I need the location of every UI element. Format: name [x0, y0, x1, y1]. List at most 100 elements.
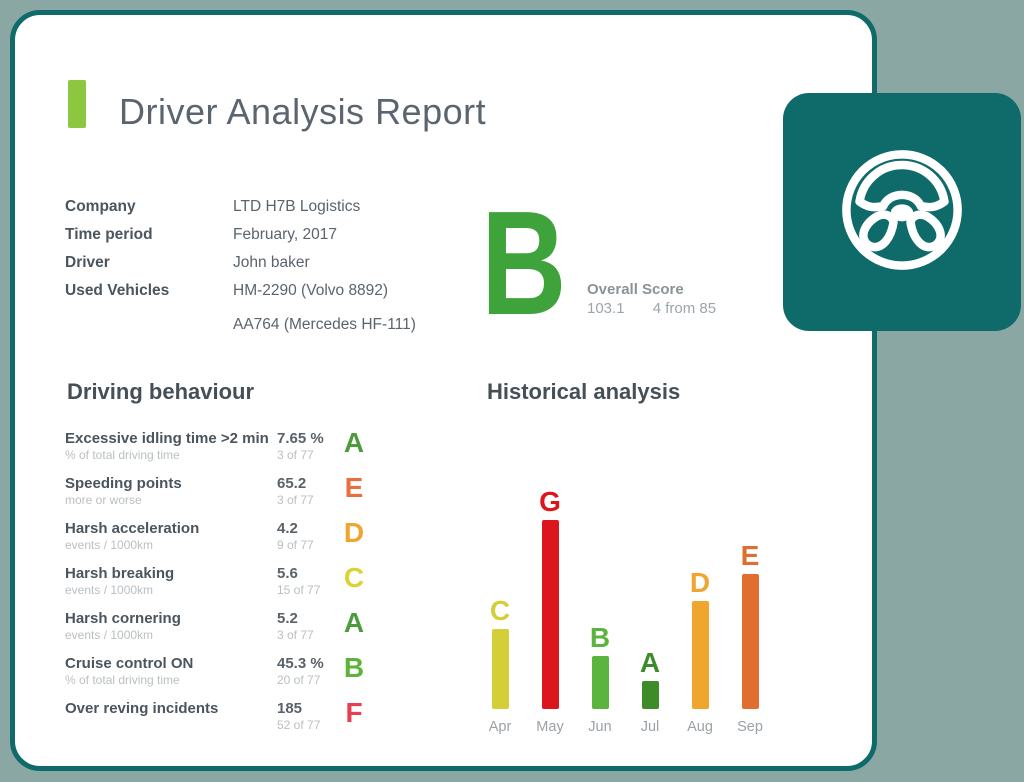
chart-month-label: Jun [588, 719, 612, 735]
info-row: Company LTD H7B Logistics [65, 193, 465, 221]
behaviour-metric-sublabel: more or worse [65, 493, 142, 507]
behaviour-grade-badge: A [343, 427, 365, 458]
chart-bar [491, 629, 509, 709]
overall-score-value: 103.1 [587, 300, 625, 317]
behaviour-value: 185 [277, 700, 303, 717]
behaviour-metric-label: Excessive idling time >2 min [65, 430, 269, 447]
behaviour-row: Cruise control ON% of total driving time… [65, 652, 387, 700]
behaviour-subvalue: 9 of 77 [277, 538, 314, 552]
behaviour-metric: Harsh acceleration events / 1000km [65, 520, 277, 565]
chart-month-label: Aug [687, 719, 713, 735]
behaviour-metric: Over reving incidents [65, 700, 277, 745]
behaviour-grade-badge: C [343, 562, 365, 593]
behaviour-metric-label: Speeding points [65, 475, 182, 492]
report-title: Driver Analysis Report [119, 91, 487, 132]
behaviour-metric-label: Over reving incidents [65, 700, 219, 717]
chart-month-label: Apr [488, 719, 512, 735]
info-row: Used Vehicles HM-2290 (Volvo 8892) [65, 277, 465, 305]
behaviour-grade-badge: B [343, 652, 365, 683]
behaviour-metric-sublabel: % of total driving time [65, 448, 180, 462]
chart-bar-group: B Jun [575, 475, 625, 736]
overall-score-label: Overall Score [587, 281, 684, 298]
chart-bar-group: D Aug [675, 475, 725, 736]
overall-score-rank: 4 from 85 [652, 300, 717, 317]
chart-bar-group: G May [525, 475, 575, 736]
info-label: Company [65, 198, 136, 215]
behaviour-row: Harsh acceleration events / 1000km 4.2 9 of… [65, 517, 387, 565]
behaviour-grade-badge: E [344, 472, 364, 503]
behaviour-row: Harsh cornering events / 1000km 5.2 3 of 77… [65, 607, 387, 655]
behaviour-value-cell: 185 52 of 77 [277, 700, 339, 745]
behaviour-metric: Harsh breaking events / 1000km [65, 565, 277, 610]
behaviour-grade-badge: A [343, 607, 365, 638]
info-label: Used Vehicles [65, 282, 170, 299]
info-label [65, 311, 233, 339]
behaviour-grade-badge: D [343, 517, 365, 548]
behaviour-subvalue: 52 of 77 [277, 718, 321, 732]
behaviour-metric: Excessive idling time >2 min% of total d… [65, 430, 277, 475]
chart-bar [741, 574, 759, 709]
report-info: Company LTD H7B Logistics Time period Febru… [65, 193, 465, 339]
behaviour-metric-sublabel: events / 1000km [65, 628, 154, 642]
chart-bar [541, 520, 559, 709]
overall-grade-letter: B [481, 181, 567, 346]
info-value: February, 2017 [233, 226, 337, 243]
behaviour-row: Excessive idling time >2 min% of total d… [65, 427, 387, 475]
info-label: Driver [65, 254, 110, 271]
behaviour-row: Speeding points more or worse 65.2 3 of 77 E [65, 472, 387, 520]
chart-bar-group: A Jul [625, 475, 675, 736]
chart-bar-grade-label: D [689, 567, 711, 598]
chart-bar [691, 601, 709, 709]
chart-bar [591, 656, 609, 709]
driving-behaviour-heading: Driving behaviour [67, 379, 255, 404]
behaviour-value: 7.65 % [277, 430, 324, 447]
steering-wheel-icon [836, 144, 968, 281]
behaviour-metric-sublabel: events / 1000km [65, 583, 154, 597]
behaviour-subvalue: 3 of 77 [277, 628, 314, 642]
chart-bar-grade-label: C [489, 595, 511, 626]
chart-bar-grade-label: B [589, 622, 611, 653]
info-value: LTD H7B Logistics [233, 198, 361, 215]
overall-score-values: 103.1 4 from 85 [587, 300, 716, 318]
behaviour-metric-label: Cruise control ON [65, 655, 194, 672]
chart-bar-grade-label: A [639, 647, 661, 678]
behaviour-grade-badge: F [345, 697, 363, 728]
behaviour-subvalue: 15 of 77 [277, 583, 321, 597]
steering-wheel-tile [783, 93, 1021, 331]
chart-month-label: Sep [737, 719, 763, 735]
title-accent-bar [68, 80, 86, 128]
info-value: AA764 (Mercedes HF-111) [233, 316, 416, 333]
behaviour-subvalue: 3 of 77 [277, 448, 314, 462]
info-row: AA764 (Mercedes HF-111) [65, 311, 465, 339]
chart-bar [641, 681, 659, 709]
driving-behaviour-list: Excessive idling time >2 min% of total d… [65, 427, 387, 745]
chart-bar-grade-label: G [539, 486, 561, 517]
behaviour-row: Harsh breaking events / 1000km 5.6 15 of 77… [65, 562, 387, 610]
info-label: Time period [65, 226, 153, 243]
info-row: Time period February, 2017 [65, 221, 465, 249]
chart-bar-group: E Sep [725, 475, 775, 736]
behaviour-metric-label: Harsh breaking [65, 565, 175, 582]
behaviour-metric: Cruise control ON% of total driving time [65, 655, 277, 700]
behaviour-value: 5.2 [277, 610, 298, 627]
behaviour-value-cell: 4.2 9 of 77 [277, 520, 339, 565]
behaviour-metric: Speeding points more or worse [65, 475, 277, 520]
info-value: John baker [233, 254, 310, 271]
behaviour-value: 4.2 [277, 520, 298, 537]
behaviour-value-cell: 7.65 % 3 of 77 [277, 430, 339, 475]
behaviour-subvalue: 20 of 77 [277, 673, 321, 687]
info-row: Driver John baker [65, 249, 465, 277]
behaviour-row: Over reving incidents 185 52 of 77 F [65, 697, 387, 745]
behaviour-metric-label: Harsh acceleration [65, 520, 200, 537]
behaviour-value: 5.6 [277, 565, 298, 582]
behaviour-metric-label: Harsh cornering [65, 610, 181, 627]
overall-score-block: Overall Score 103.1 4 from 85 [587, 281, 716, 318]
info-value: HM-2290 (Volvo 8892) [233, 282, 389, 299]
behaviour-value-cell: 45.3 % 20 of 77 [277, 655, 339, 700]
behaviour-value: 65.2 [277, 475, 307, 492]
chart-month-label: May [536, 719, 564, 735]
behaviour-metric-sublabel: % of total driving time [65, 673, 180, 687]
chart-bar-grade-label: E [740, 540, 760, 571]
historical-analysis-chart: C Apr G May B Jun A Jul D Aug E Sep [465, 475, 795, 736]
